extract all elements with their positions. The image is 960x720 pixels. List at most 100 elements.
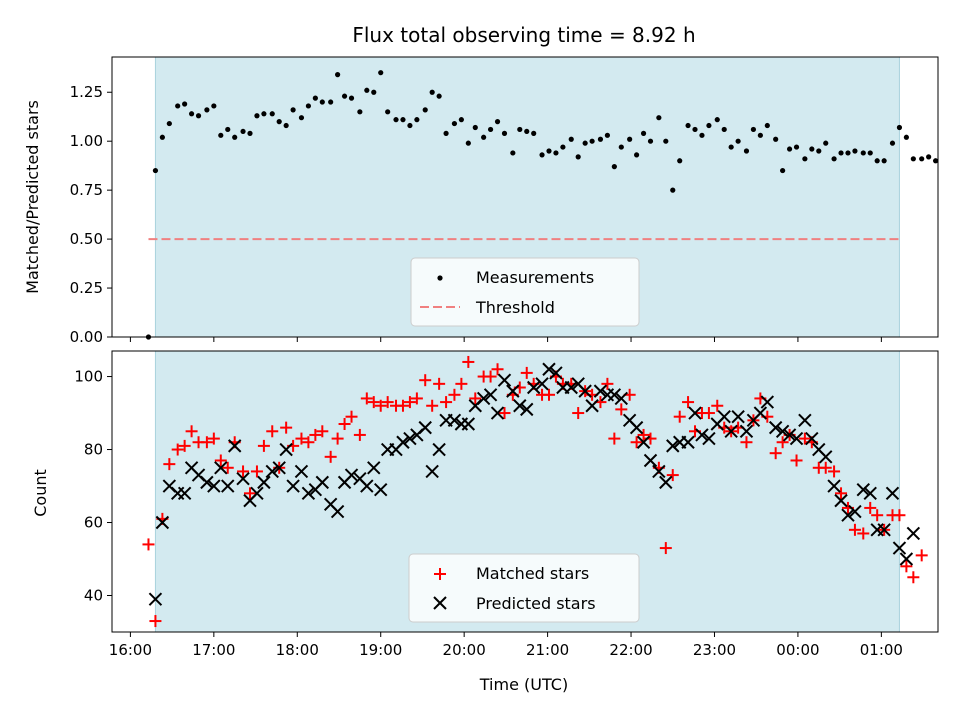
measurement-point bbox=[793, 144, 800, 150]
bottom-y-tick-label: 60 bbox=[84, 514, 103, 532]
measurement-point bbox=[735, 138, 741, 144]
matched-star-point bbox=[178, 439, 191, 452]
top-panel-ylabel: Matched/Predicted stars bbox=[23, 100, 42, 294]
bottom-x-tick-label: 16:00 bbox=[109, 641, 152, 659]
measurement-point bbox=[472, 124, 478, 131]
matched-star-point bbox=[200, 436, 213, 449]
measurement-point bbox=[247, 130, 253, 136]
measurement-point bbox=[510, 150, 516, 156]
matched-star-point bbox=[419, 374, 432, 387]
measurement-point bbox=[481, 134, 487, 140]
measurement-point bbox=[838, 150, 844, 156]
measurement-point bbox=[211, 103, 217, 109]
matched-star-point bbox=[790, 454, 803, 467]
measurement-point bbox=[823, 140, 829, 146]
predicted-star-point bbox=[315, 475, 330, 490]
predicted-star-point bbox=[899, 552, 914, 566]
measurement-point bbox=[647, 138, 654, 144]
measurement-point bbox=[166, 120, 172, 127]
matched-star-point bbox=[338, 417, 351, 430]
predicted-star-point bbox=[717, 409, 731, 424]
matched-star-point bbox=[403, 396, 416, 409]
matched-star-point bbox=[367, 396, 380, 409]
measurement-point bbox=[159, 134, 165, 140]
legend-threshold-label: Threshold bbox=[475, 298, 555, 317]
matched-star-point bbox=[316, 425, 329, 438]
bottom-x-tick-label: 17:00 bbox=[192, 641, 235, 659]
measurement-point bbox=[254, 113, 260, 119]
predicted-star-point bbox=[200, 475, 214, 490]
predicted-star-point bbox=[520, 402, 534, 417]
measurement-point bbox=[757, 132, 763, 138]
measurement-point bbox=[341, 93, 348, 99]
bottom-y-ticks: 40 60 80 100 bbox=[74, 368, 112, 605]
measurement-point bbox=[802, 156, 808, 162]
bottom-legend-box bbox=[408, 553, 640, 623]
measurement-point bbox=[298, 115, 305, 121]
measurement-point bbox=[443, 130, 449, 136]
predicted-star-point bbox=[892, 541, 907, 555]
matched-star-point bbox=[309, 428, 322, 441]
matched-star-point bbox=[207, 432, 220, 445]
matched-star-point bbox=[864, 501, 877, 514]
measurement-point bbox=[582, 140, 588, 146]
measurement-point bbox=[919, 156, 925, 162]
measurement-point bbox=[743, 148, 750, 154]
legend-predicted-marker bbox=[433, 596, 447, 610]
top-y-tick-label: 0.00 bbox=[70, 328, 103, 346]
predicted-star-point bbox=[207, 479, 221, 493]
predicted-star-point bbox=[629, 420, 644, 435]
matched-star-point bbox=[848, 523, 861, 536]
measurement-point bbox=[926, 154, 932, 160]
top-legend-box bbox=[410, 257, 640, 327]
measurement-point bbox=[501, 130, 508, 136]
predicted-star-point bbox=[432, 442, 446, 457]
predicted-star-point bbox=[148, 592, 163, 606]
matched-star-point bbox=[295, 432, 308, 445]
measurement-point bbox=[932, 158, 939, 164]
matched-star-point bbox=[163, 458, 176, 471]
matched-star-point bbox=[520, 366, 533, 379]
top-panel: Flux total observing time = 8.92 h Match… bbox=[23, 23, 939, 346]
predicted-star-point bbox=[724, 424, 738, 438]
bottom-y-tick-label: 100 bbox=[74, 368, 103, 386]
measurement-point bbox=[188, 111, 195, 117]
measurement-point bbox=[487, 126, 494, 133]
bottom-panel-frame bbox=[111, 350, 939, 633]
measurement-point bbox=[852, 148, 858, 154]
measurement-point bbox=[276, 119, 282, 125]
measurement-point bbox=[881, 158, 887, 164]
predicted-star-point bbox=[614, 391, 629, 406]
predicted-star-point bbox=[877, 523, 891, 537]
predicted-star-point bbox=[768, 420, 783, 435]
predicted-star-point bbox=[906, 526, 921, 541]
predicted-star-point bbox=[688, 406, 702, 420]
measurement-point bbox=[809, 146, 815, 152]
predicted-star-point bbox=[418, 420, 432, 435]
matched-star-point bbox=[353, 428, 366, 441]
measurement-point bbox=[458, 117, 464, 123]
predicted-star-point bbox=[286, 479, 300, 493]
measurement-point bbox=[182, 101, 188, 107]
measurement-point bbox=[290, 107, 296, 113]
predicted-star-point bbox=[789, 431, 804, 446]
measurement-point bbox=[714, 117, 720, 123]
matched-star-point bbox=[893, 509, 906, 522]
predicted-star-point bbox=[490, 406, 505, 420]
predicted-star-point bbox=[549, 366, 563, 380]
legend-predicted-label: Predicted stars bbox=[476, 594, 596, 613]
matched-star-point bbox=[857, 527, 870, 540]
measurement-point bbox=[575, 154, 581, 160]
predicted-star-point bbox=[526, 380, 541, 395]
predicted-star-point bbox=[863, 486, 877, 501]
predicted-star-point bbox=[593, 384, 608, 398]
predicted-star-point bbox=[483, 388, 498, 402]
bottom-legend: Matched stars Predicted stars bbox=[408, 553, 640, 623]
predicted-star-point bbox=[805, 431, 819, 446]
top-legend: Measurements Threshold bbox=[410, 257, 640, 327]
measurement-point bbox=[364, 87, 370, 93]
measurement-point bbox=[385, 109, 391, 115]
matched-star-point bbox=[542, 388, 555, 401]
top-panel-title: Flux total observing time = 8.92 h bbox=[352, 23, 695, 47]
predicted-star-point bbox=[782, 428, 797, 442]
